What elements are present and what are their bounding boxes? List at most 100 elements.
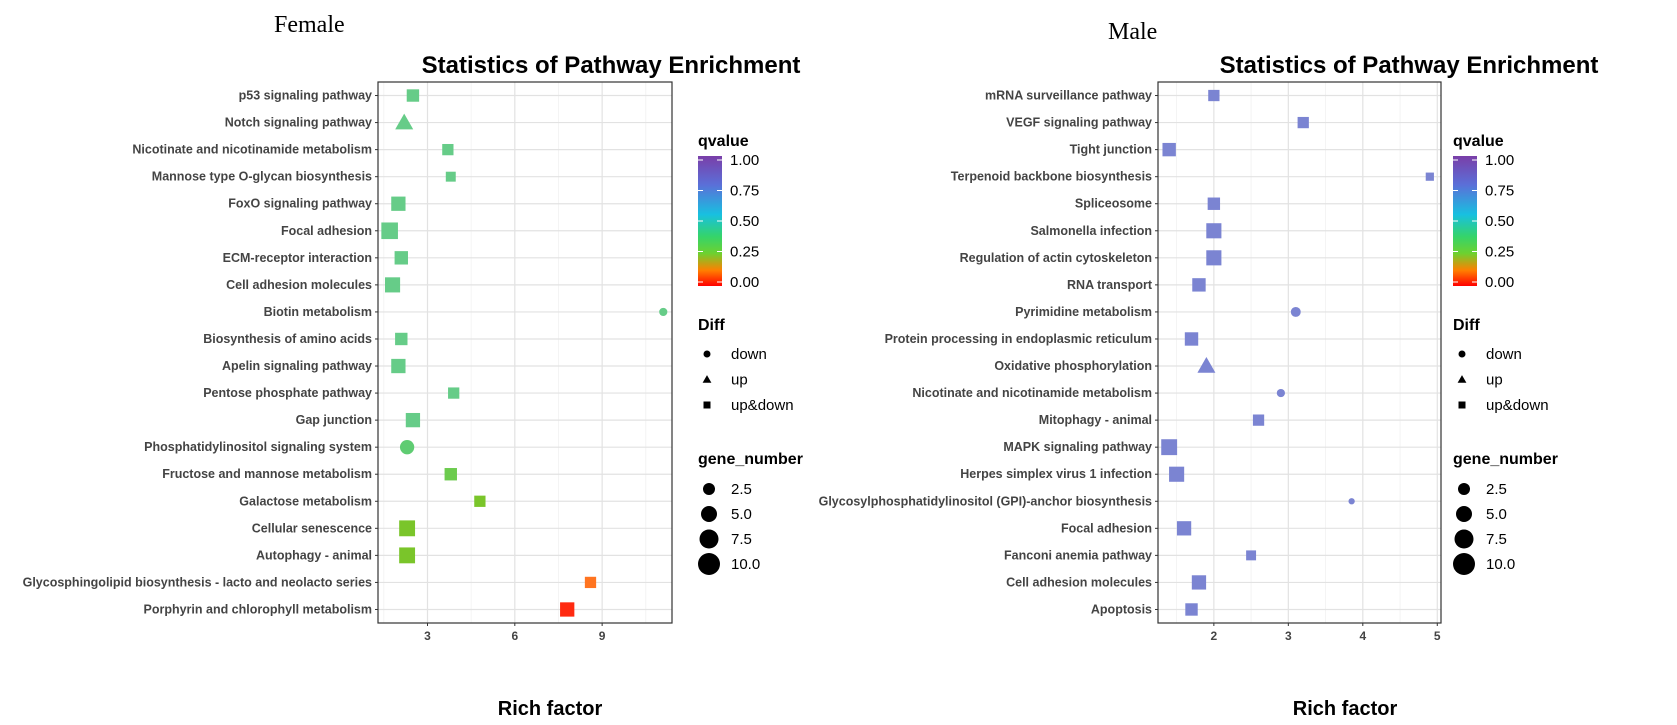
x-tick-label: 2 [1211, 629, 1218, 643]
data-point [384, 277, 401, 293]
data-point [1297, 116, 1309, 129]
legend-gene-label: 2.5 [731, 481, 752, 498]
plot-male: mRNA surveillance pathway VEGF signaling … [819, 81, 1442, 643]
category-label: Herpes simplex virus 1 infection [960, 467, 1152, 481]
data-point [1176, 521, 1192, 536]
data-point [1276, 388, 1285, 398]
data-point [1208, 89, 1220, 102]
legend-gene-label: 10.0 [731, 556, 760, 573]
data-point [399, 547, 416, 564]
legend-gene-marker [703, 483, 715, 495]
plot-border [1157, 81, 1442, 624]
colorbar-tick-label: 0.75 [730, 183, 759, 200]
legend-gene-marker [1456, 506, 1472, 522]
category-label: Mannose type O-glycan biosynthesis [152, 170, 372, 184]
x-tick-label: 9 [599, 629, 606, 643]
legend-diff-marker [703, 401, 711, 409]
legend-gene-title: gene_number [698, 451, 803, 468]
data-point [405, 412, 421, 428]
data-point [406, 89, 420, 102]
legend-diff-label: up&down [731, 397, 794, 414]
data-point [1206, 250, 1222, 266]
plot-border [377, 81, 673, 624]
plot-background [1158, 82, 1441, 623]
legend-gene-marker [699, 529, 719, 549]
category-label: Glycosphingolipid biosynthesis - lacto a… [23, 575, 372, 589]
data-point [659, 307, 668, 317]
data-point [1246, 550, 1257, 561]
category-label: Autophagy - animal [256, 548, 372, 562]
category-label: p53 signaling pathway [239, 89, 372, 103]
category-label: Biosynthesis of amino acids [203, 332, 372, 346]
x-tick-label: 3 [1285, 629, 1292, 643]
legend-gene-marker [698, 553, 720, 575]
data-point [394, 251, 408, 265]
data-point [1192, 278, 1206, 292]
category-label: ECM-receptor interaction [223, 251, 372, 265]
category-label: RNA transport [1067, 278, 1153, 292]
data-point [1206, 223, 1222, 239]
plot-background [378, 82, 672, 623]
category-label: mRNA surveillance pathway [985, 89, 1152, 103]
chart-title-male: Statistics of Pathway Enrichment [1220, 52, 1599, 79]
category-label: Fanconi anemia pathway [1004, 548, 1152, 562]
category-label: Glycosylphosphatidylinositol (GPI)-ancho… [819, 494, 1152, 508]
colorbar-tick-label: 0.00 [730, 274, 759, 291]
legend-male: qvalue 1.00 0.75 0.50 0.25 0.00 Diff down up up&d… [1453, 133, 1558, 575]
data-point [1290, 306, 1301, 317]
colorbar-tick-label: 0.25 [730, 244, 759, 261]
category-label: Cellular senescence [252, 521, 372, 535]
colorbar-tick-label: 0.50 [1485, 213, 1514, 230]
category-label: FoxO signaling pathway [228, 197, 372, 211]
legend-gene-label: 2.5 [1486, 481, 1507, 498]
data-point [1184, 332, 1199, 346]
category-label: Tight junction [1070, 143, 1152, 157]
panel-label-female: Female [274, 12, 345, 38]
colorbar-tick-label: 0.75 [1485, 183, 1514, 200]
legend-gene-marker [1454, 529, 1474, 549]
legend-gene-marker [701, 506, 717, 522]
data-point [1252, 414, 1265, 426]
data-point [444, 468, 457, 481]
data-point [381, 222, 398, 240]
x-tick-label: 3 [424, 629, 431, 643]
data-point [442, 143, 454, 156]
data-point [395, 332, 408, 346]
x-axis-label-male: Rich factor [1293, 698, 1398, 720]
legend-gene-label: 7.5 [731, 531, 752, 548]
colorbar-tick-label: 0.00 [1485, 274, 1514, 291]
x-axis-label-female: Rich factor [498, 698, 603, 720]
data-point [395, 113, 414, 130]
data-point [1207, 197, 1221, 210]
category-label: Regulation of actin cytoskeleton [960, 251, 1152, 265]
data-point [399, 520, 416, 537]
legend-gene-title: gene_number [1453, 451, 1558, 468]
category-label: Porphyrin and chlorophyll metabolism [143, 602, 372, 616]
data-point [391, 196, 406, 211]
data-point [560, 602, 575, 617]
data-point [448, 387, 460, 399]
plot-female: p53 signaling pathway Notch signaling pat… [23, 81, 673, 643]
category-label: Galactose metabolism [239, 494, 372, 508]
category-label: Spliceosome [1075, 197, 1152, 211]
legend-gene-label: 10.0 [1486, 556, 1515, 573]
data-point [1161, 439, 1178, 456]
category-label: Apoptosis [1091, 602, 1152, 616]
chart-title-female: Statistics of Pathway Enrichment [422, 52, 801, 79]
legend-diff-marker [702, 375, 712, 383]
category-label: Terpenoid backbone biosynthesis [951, 170, 1152, 184]
legend-diff-label: up [1486, 372, 1503, 389]
category-label: Cell adhesion molecules [1006, 575, 1152, 589]
legend-gene-label: 7.5 [1486, 531, 1507, 548]
category-label: Pentose phosphate pathway [203, 386, 372, 400]
data-point [1425, 172, 1434, 181]
category-label: MAPK signaling pathway [1003, 440, 1152, 454]
colorbar-tick-label: 1.00 [1485, 152, 1514, 169]
panel-label-male: Male [1108, 19, 1157, 45]
legend-gene-marker [1458, 483, 1470, 495]
data-point [399, 440, 415, 455]
x-tick-label: 6 [511, 629, 518, 643]
legend-female: qvalue 1.00 0.75 0.50 0.25 0.00 Diff down up up&d… [698, 133, 803, 575]
legend-diff-label: down [731, 346, 767, 363]
